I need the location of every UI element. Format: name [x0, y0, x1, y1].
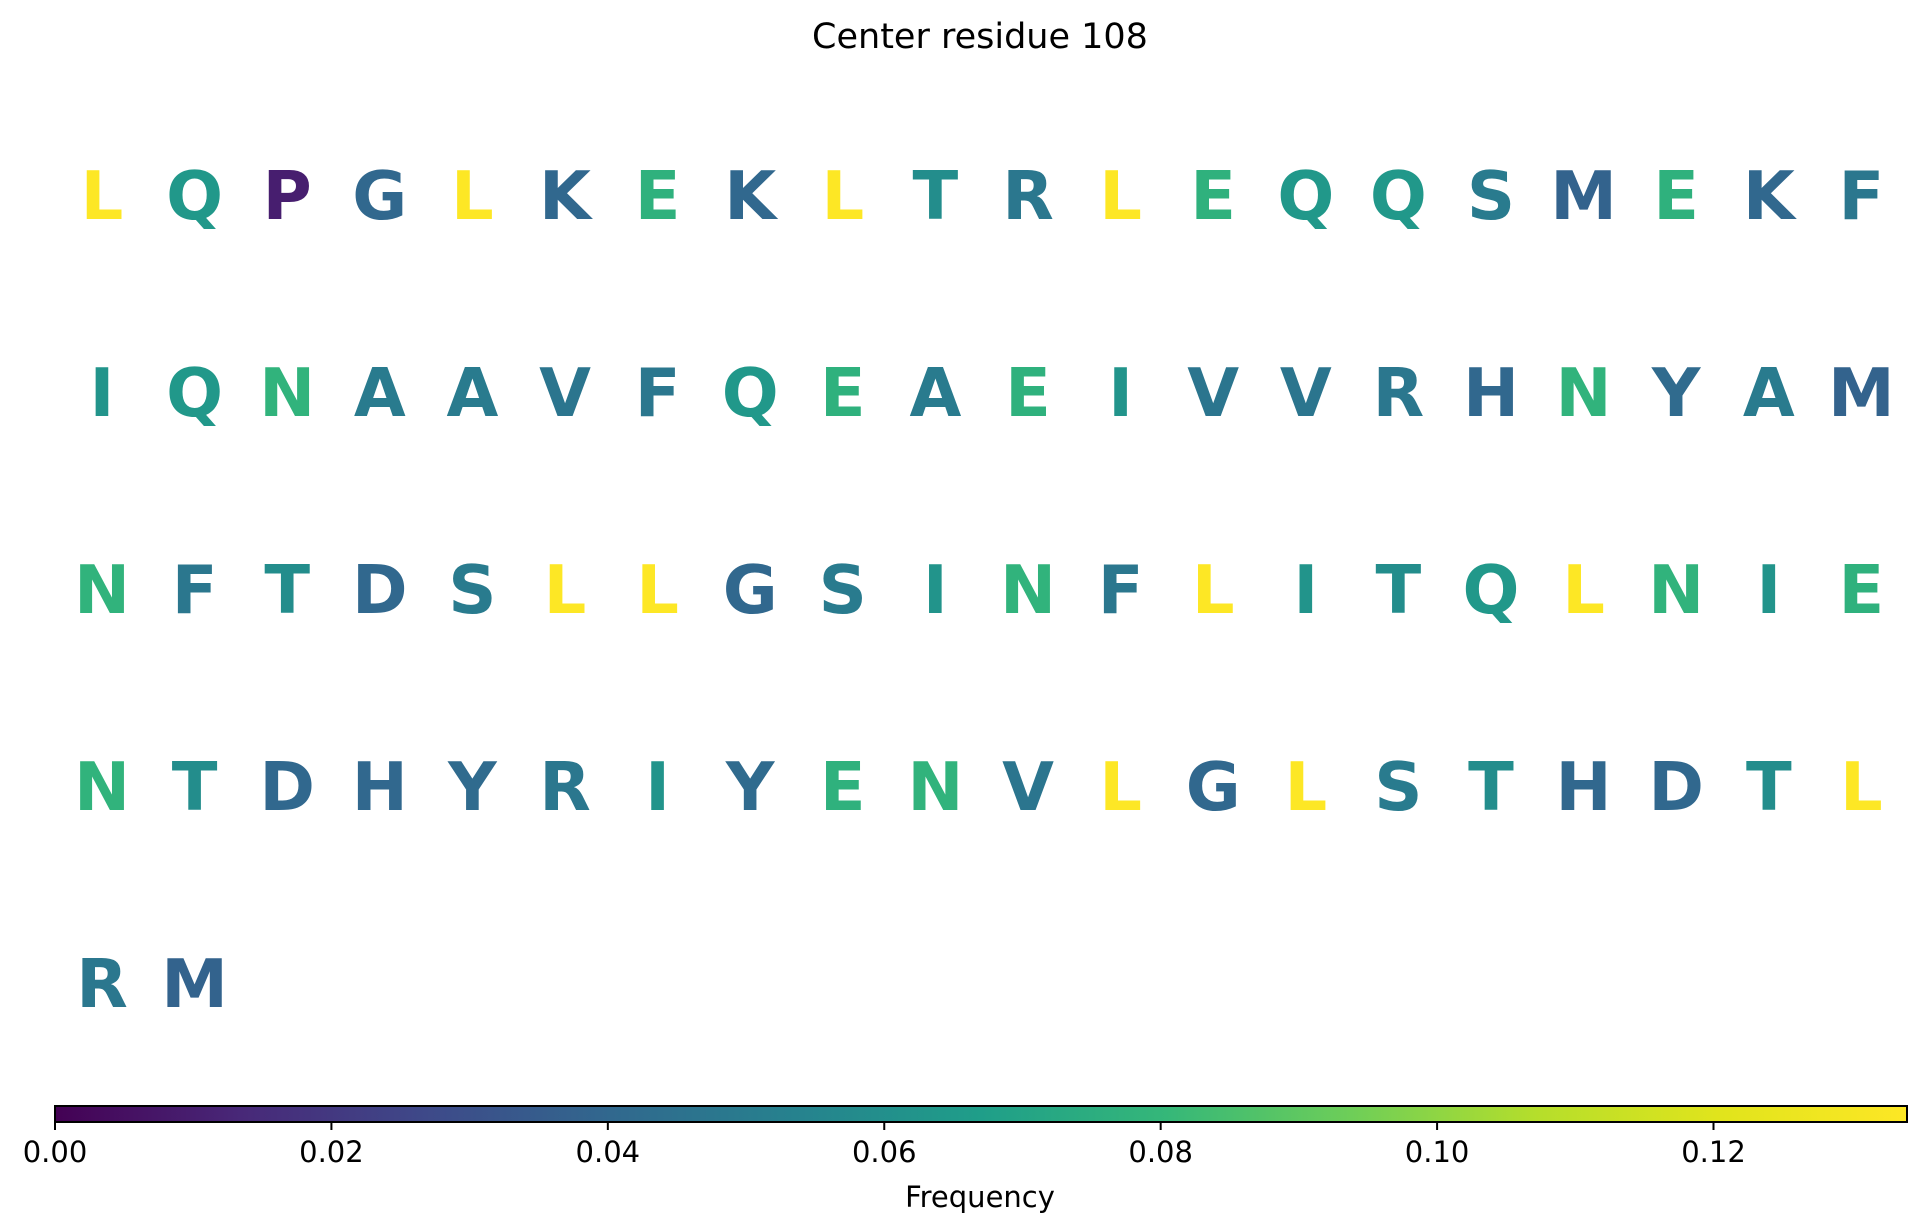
- residue-letter: I: [1108, 354, 1133, 432]
- residue-letter: L: [636, 551, 679, 629]
- residue-letter: N: [1000, 551, 1056, 629]
- chart-title: Center residue 108: [812, 17, 1148, 57]
- residue-letter: E: [1190, 157, 1236, 235]
- residue-letter: Q: [166, 157, 223, 235]
- colorbar-tick-label: 0.02: [299, 1135, 364, 1169]
- colorbar-label: Frequency: [905, 1180, 1055, 1214]
- residue-letter: Q: [722, 354, 779, 432]
- colorbar-ticks: 0.00 0.02 0.04 0.06 0.08 0.10 0.12: [23, 1122, 1746, 1169]
- residue-letter: T: [172, 748, 218, 826]
- residue-letter: V: [1002, 748, 1054, 826]
- residue-letter: R: [539, 748, 591, 826]
- residue-letter: E: [635, 157, 681, 235]
- residue-letter: L: [1840, 748, 1883, 826]
- residue-letter: K: [539, 157, 593, 235]
- residue-letter: M: [1828, 354, 1895, 432]
- residue-letter: L: [1284, 748, 1327, 826]
- residue-letter: I: [1756, 551, 1781, 629]
- residue-letter: N: [259, 354, 315, 432]
- residue-letter: N: [74, 748, 130, 826]
- residue-letter: I: [1293, 551, 1318, 629]
- residue-letter: E: [1005, 354, 1051, 432]
- colorbar-tick-label: 0.04: [576, 1135, 641, 1169]
- residue-letter: A: [909, 354, 961, 432]
- residue-letter: N: [907, 748, 963, 826]
- residue-letter: E: [1839, 551, 1885, 629]
- residue-letter: D: [259, 748, 315, 826]
- residue-letter: F: [1839, 157, 1885, 235]
- residue-letter: N: [74, 551, 130, 629]
- residue-letter: Q: [1463, 551, 1520, 629]
- residue-letter: S: [448, 551, 496, 629]
- residue-letter: Q: [166, 354, 223, 432]
- residue-letter: L: [451, 157, 494, 235]
- residue-letter: L: [544, 551, 587, 629]
- colorbar-tick-label: 0.10: [1405, 1135, 1470, 1169]
- residue-letter: H: [1463, 354, 1519, 432]
- colorbar-tick-label: 0.08: [1128, 1135, 1193, 1169]
- residue-letter: S: [1374, 748, 1422, 826]
- residue-letter: E: [1653, 157, 1699, 235]
- residue-letter: E: [820, 748, 866, 826]
- residue-letter: T: [1746, 748, 1792, 826]
- residue-letter: M: [1550, 157, 1617, 235]
- residue-letter: R: [76, 945, 128, 1023]
- colorbar: 0.00 0.02 0.04 0.06 0.08 0.10 0.12 Frequency: [23, 1105, 1908, 1214]
- residue-letter: F: [1098, 551, 1144, 629]
- residue-letter: N: [1556, 354, 1612, 432]
- residue-letter: P: [263, 157, 312, 235]
- residue-letter: D: [352, 551, 408, 629]
- residue-letter: K: [724, 157, 778, 235]
- residue-letter: L: [81, 157, 124, 235]
- residue-letter: Y: [447, 748, 498, 826]
- residue-letters: L Q P G L K E K L T R L E Q Q S M E K FI Q N A A V F Q E A E I V V R H N Y A M…: [74, 157, 1895, 1023]
- residue-letter: H: [1556, 748, 1612, 826]
- residue-letter: E: [820, 354, 866, 432]
- residue-letter: L: [1099, 748, 1142, 826]
- residue-letter: I: [923, 551, 948, 629]
- residue-letter: T: [1376, 551, 1422, 629]
- residue-letter: L: [1562, 551, 1605, 629]
- residue-letter: F: [172, 551, 218, 629]
- colorbar-tick-label: 0.00: [23, 1135, 88, 1169]
- residue-letter: G: [723, 551, 778, 629]
- residue-letter: R: [1373, 354, 1425, 432]
- colorbar-gradient: [54, 1105, 1908, 1123]
- residue-letter: L: [1099, 157, 1142, 235]
- residue-letter: V: [1280, 354, 1332, 432]
- residue-letter: M: [161, 945, 228, 1023]
- residue-letter: I: [90, 354, 115, 432]
- residue-letter: H: [352, 748, 408, 826]
- residue-letter: G: [352, 157, 407, 235]
- residue-letter: A: [1743, 354, 1795, 432]
- residue-letter: V: [539, 354, 591, 432]
- residue-letter: V: [1187, 354, 1239, 432]
- residue-letter: R: [1002, 157, 1054, 235]
- residue-letter: I: [645, 748, 670, 826]
- residue-letter: N: [1648, 551, 1704, 629]
- residue-letter: K: [1743, 157, 1797, 235]
- colorbar-tick-label: 0.12: [1681, 1135, 1746, 1169]
- residue-letter: D: [1648, 748, 1704, 826]
- residue-letter: Q: [1277, 157, 1334, 235]
- residue-letter: L: [1192, 551, 1235, 629]
- residue-letter: F: [635, 354, 681, 432]
- residue-letter: T: [264, 551, 310, 629]
- residue-letter: G: [1186, 748, 1241, 826]
- residue-letter: L: [821, 157, 864, 235]
- residue-letter: T: [913, 157, 959, 235]
- residue-letter: S: [1467, 157, 1515, 235]
- residue-letter: T: [1468, 748, 1514, 826]
- residue-letter: Y: [1651, 354, 1702, 432]
- residue-letter: Q: [1370, 157, 1427, 235]
- residue-letter: S: [819, 551, 867, 629]
- colorbar-tick-label: 0.06: [852, 1135, 917, 1169]
- residue-letter: Y: [725, 748, 776, 826]
- residue-letter: A: [446, 354, 498, 432]
- residue-letter: A: [354, 354, 406, 432]
